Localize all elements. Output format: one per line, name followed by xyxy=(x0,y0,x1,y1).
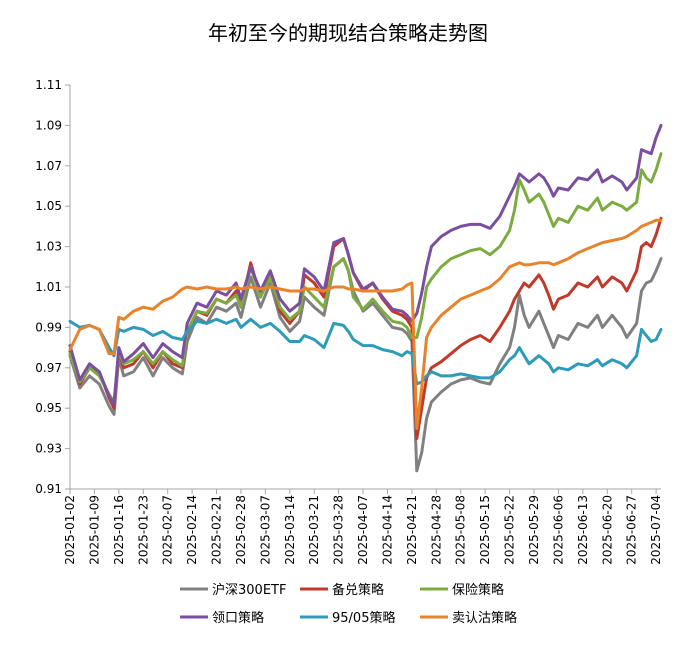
x-tick-label: 2025-05-22 xyxy=(503,495,517,565)
series-line-6 xyxy=(68,218,663,430)
x-tick-label: 2025-01-02 xyxy=(63,495,77,565)
legend-label: 领口策略 xyxy=(212,610,264,626)
series-group xyxy=(68,123,663,473)
x-tick-label: 2025-03-14 xyxy=(283,495,297,565)
y-tick-label: 0.97 xyxy=(35,361,62,375)
y-tick-label: 1.01 xyxy=(35,280,62,294)
chart-title: 年初至今的期现结合策略走势图 xyxy=(208,21,488,45)
x-tick-label: 2025-02-07 xyxy=(161,495,175,565)
x-tick-label: 2025-03-07 xyxy=(258,495,272,565)
series-line-5 xyxy=(68,317,663,386)
x-tick-label: 2025-04-14 xyxy=(380,495,394,565)
x-tick-label: 2025-03-28 xyxy=(332,495,346,565)
x-tick-label: 2025-01-09 xyxy=(87,495,101,565)
x-tick-label: 2025-02-14 xyxy=(185,495,199,565)
y-tick-label: 0.95 xyxy=(35,401,62,415)
x-tick-label: 2025-01-16 xyxy=(112,495,126,565)
x-tick-label: 2025-04-07 xyxy=(356,495,370,565)
legend-label: 备兑策略 xyxy=(332,582,384,598)
x-tick-label: 2025-05-08 xyxy=(454,495,468,565)
x-tick-label: 2025-06-27 xyxy=(625,495,639,565)
x-tick-label: 2025-05-29 xyxy=(527,495,541,565)
x-axis: 2025-01-02 2025-01-09 2025-01-16 2025-01-23… xyxy=(63,489,663,565)
x-tick-label: 2025-06-20 xyxy=(600,495,614,565)
series-line-3 xyxy=(68,152,663,404)
legend-label: 沪深300ETF xyxy=(212,582,286,598)
y-tick-label: 1.11 xyxy=(35,78,62,92)
y-tick-label: 0.99 xyxy=(35,320,62,334)
x-tick-label: 2025-04-28 xyxy=(429,495,443,565)
x-tick-label: 2025-04-21 xyxy=(405,495,419,565)
series-line-2 xyxy=(68,216,663,440)
series-line-1 xyxy=(68,257,663,473)
x-tick-label: 2025-03-21 xyxy=(307,495,321,565)
x-tick-label: 2025-02-21 xyxy=(210,495,224,565)
series-line-4 xyxy=(68,123,663,406)
legend-label: 95/05策略 xyxy=(332,610,395,626)
y-tick-label: 1.03 xyxy=(35,240,62,254)
x-tick-label: 2025-06-06 xyxy=(551,495,565,565)
x-tick-label: 2025-05-15 xyxy=(478,495,492,565)
y-axis: 0.91 0.93 0.95 0.97 0.99 1.01 1.03 1.05 1.07 1.09… xyxy=(35,78,70,496)
legend-label: 卖认沽策略 xyxy=(452,610,517,626)
y-tick-label: 1.09 xyxy=(35,118,62,132)
x-tick-label: 2025-07-04 xyxy=(649,495,663,565)
x-tick-label: 2025-01-23 xyxy=(136,495,150,565)
x-tick-label: 2025-06-13 xyxy=(576,495,590,565)
y-tick-label: 1.07 xyxy=(35,159,62,173)
x-tick-label: 2025-02-28 xyxy=(234,495,248,565)
y-tick-label: 1.05 xyxy=(35,199,62,213)
y-tick-label: 0.91 xyxy=(35,482,62,496)
legend-label: 保险策略 xyxy=(452,582,504,598)
y-tick-label: 0.93 xyxy=(35,442,62,456)
